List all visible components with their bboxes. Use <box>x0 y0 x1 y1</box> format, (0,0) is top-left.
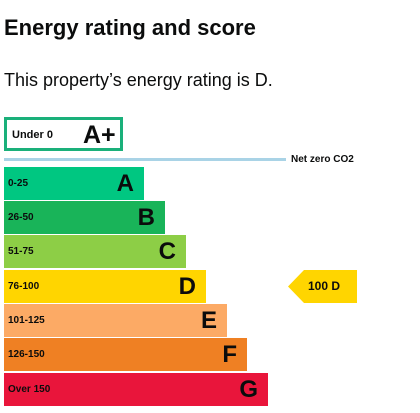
rating-summary: This property’s energy rating is D. <box>4 70 273 90</box>
band-d: 76-100 D <box>4 270 206 303</box>
band-a-plus: Under 0 A+ <box>4 117 123 151</box>
band-a-plus-range: Under 0 <box>12 129 53 141</box>
band-a-plus-letter: A+ <box>83 121 116 149</box>
band-e: 101-125 E <box>4 304 227 337</box>
current-rating-marker: 100 D <box>288 270 357 303</box>
band-a-letter: A <box>116 170 134 197</box>
band-c-range: 51-75 <box>8 246 34 257</box>
band-g-range: Over 150 <box>8 384 51 395</box>
band-a-range: 0-25 <box>8 178 29 189</box>
band-b-letter: B <box>137 204 155 231</box>
band-b: 26-50 B <box>4 201 165 234</box>
current-rating-arrow <box>288 270 357 303</box>
band-c-letter: C <box>158 238 176 265</box>
net-zero-label: Net zero CO2 <box>291 154 354 165</box>
band-c: 51-75 C <box>4 235 186 268</box>
band-d-range: 76-100 <box>8 281 40 292</box>
band-g: Over 150 G <box>4 373 268 406</box>
page-title: Energy rating and score <box>4 15 256 40</box>
net-zero-line <box>4 158 286 161</box>
band-g-letter: G <box>239 376 258 403</box>
band-f: 126-150 F <box>4 338 247 371</box>
band-d-letter: D <box>178 273 196 300</box>
band-f-range: 126-150 <box>8 349 45 360</box>
band-f-letter: F <box>222 341 237 368</box>
band-a: 0-25 A <box>4 167 144 200</box>
band-b-range: 26-50 <box>8 212 34 223</box>
band-e-range: 101-125 <box>8 315 45 326</box>
current-rating-label: 100 D <box>308 279 341 293</box>
band-e-letter: E <box>200 307 217 334</box>
